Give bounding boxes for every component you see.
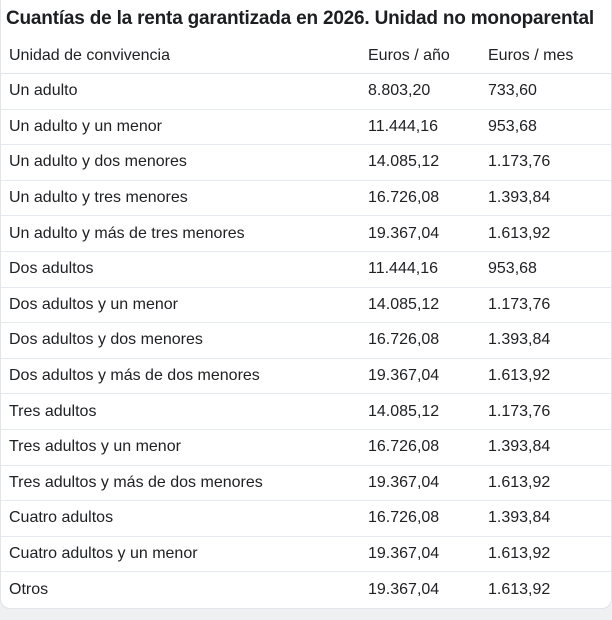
- table-row: Tres adultos 14.085,12 1.173,76: [1, 394, 611, 430]
- value-euros-year: 14.085,12: [368, 402, 440, 420]
- row-label: Un adulto: [9, 82, 78, 100]
- table-row: Un adulto 8.803,20 733,60: [1, 74, 611, 110]
- table-row: Tres adultos y más de dos menores 19.367,…: [1, 466, 611, 502]
- row-label: Un adulto y tres menores: [9, 189, 188, 207]
- table-row: Otros 19.367,04 1.613,92: [1, 572, 611, 608]
- value-euros-month: 1.173,76: [488, 295, 551, 313]
- row-label: Un adulto y dos menores: [9, 153, 187, 171]
- value-euros-month: 1.613,92: [488, 473, 551, 491]
- row-label: Dos adultos y más de dos menores: [9, 367, 260, 385]
- table-row: Dos adultos y dos menores 16.726,08 1.393,…: [1, 323, 611, 359]
- table-row: Un adulto y tres menores 16.726,08 1.393,8…: [1, 181, 611, 217]
- row-label: Cuatro adultos: [9, 509, 114, 527]
- table-row: Cuatro adultos y un menor 19.367,04 1.613,…: [1, 537, 611, 573]
- row-label: Un adulto y un menor: [9, 117, 162, 135]
- table-header-row: Unidad de convivencia Euros / año Euros …: [1, 31, 611, 74]
- value-euros-month: 1.173,76: [488, 153, 551, 171]
- value-euros-year: 16.726,08: [368, 331, 440, 349]
- row-label: Dos adultos: [9, 260, 94, 278]
- value-euros-year: 19.367,04: [368, 581, 440, 599]
- value-euros-month: 1.393,84: [488, 438, 551, 456]
- row-label: Dos adultos y un menor: [9, 295, 178, 313]
- value-euros-month: 953,68: [488, 260, 537, 278]
- value-euros-month: 1.173,76: [488, 402, 551, 420]
- table-row: Dos adultos y un menor 14.085,12 1.173,76: [1, 288, 611, 324]
- table-row: Tres adultos y un menor 16.726,08 1.393,84: [1, 430, 611, 466]
- row-label: Otros: [9, 581, 49, 599]
- value-euros-year: 19.367,04: [368, 473, 440, 491]
- table-row: Dos adultos y más de dos menores 19.367,0…: [1, 359, 611, 395]
- value-euros-month: 1.613,92: [488, 545, 551, 563]
- table-row: Un adulto y dos menores 14.085,12 1.173,76: [1, 145, 611, 181]
- table-body: Un adulto 8.803,20 733,60 Un adulto y un me…: [1, 74, 611, 608]
- value-euros-year: 19.367,04: [368, 224, 440, 242]
- value-euros-year: 16.726,08: [368, 189, 440, 207]
- table-row: Dos adultos 11.444,16 953,68: [1, 252, 611, 288]
- column-header-euros-ano: Euros / año: [368, 47, 450, 64]
- data-table: Unidad de convivencia Euros / año Euros …: [1, 31, 611, 608]
- column-header-euros-mes: Euros / mes: [488, 47, 574, 64]
- value-euros-month: 1.393,84: [488, 509, 551, 527]
- value-euros-month: 1.613,92: [488, 581, 551, 599]
- value-euros-year: 8.803,20: [368, 82, 431, 100]
- value-euros-year: 16.726,08: [368, 438, 440, 456]
- value-euros-year: 14.085,12: [368, 295, 440, 313]
- row-label: Dos adultos y dos menores: [9, 331, 203, 349]
- row-label: Tres adultos y más de dos menores: [9, 473, 263, 491]
- row-label: Cuatro adultos y un menor: [9, 545, 198, 563]
- value-euros-month: 733,60: [488, 82, 537, 100]
- row-label: Tres adultos y un menor: [9, 438, 181, 456]
- value-euros-month: 1.393,84: [488, 331, 551, 349]
- value-euros-month: 953,68: [488, 117, 537, 135]
- value-euros-year: 11.444,16: [368, 117, 438, 135]
- column-header-unidad-de-convivencia: Unidad de convivencia: [9, 47, 170, 64]
- row-label: Tres adultos: [9, 402, 97, 420]
- value-euros-year: 19.367,04: [368, 367, 440, 385]
- table-row: Un adulto y más de tres menores 19.367,04…: [1, 216, 611, 252]
- row-label: Un adulto y más de tres menores: [9, 224, 245, 242]
- value-euros-month: 1.393,84: [488, 189, 551, 207]
- value-euros-year: 11.444,16: [368, 260, 438, 278]
- value-euros-month: 1.613,92: [488, 224, 551, 242]
- value-euros-year: 16.726,08: [368, 509, 440, 527]
- table-row: Un adulto y un menor 11.444,16 953,68: [1, 110, 611, 146]
- table-row: Cuatro adultos 16.726,08 1.393,84: [1, 501, 611, 537]
- value-euros-month: 1.613,92: [488, 367, 551, 385]
- value-euros-year: 14.085,12: [368, 153, 440, 171]
- value-euros-year: 19.367,04: [368, 545, 440, 563]
- page-title: Cuantías de la renta garantizada en 2026…: [6, 8, 594, 29]
